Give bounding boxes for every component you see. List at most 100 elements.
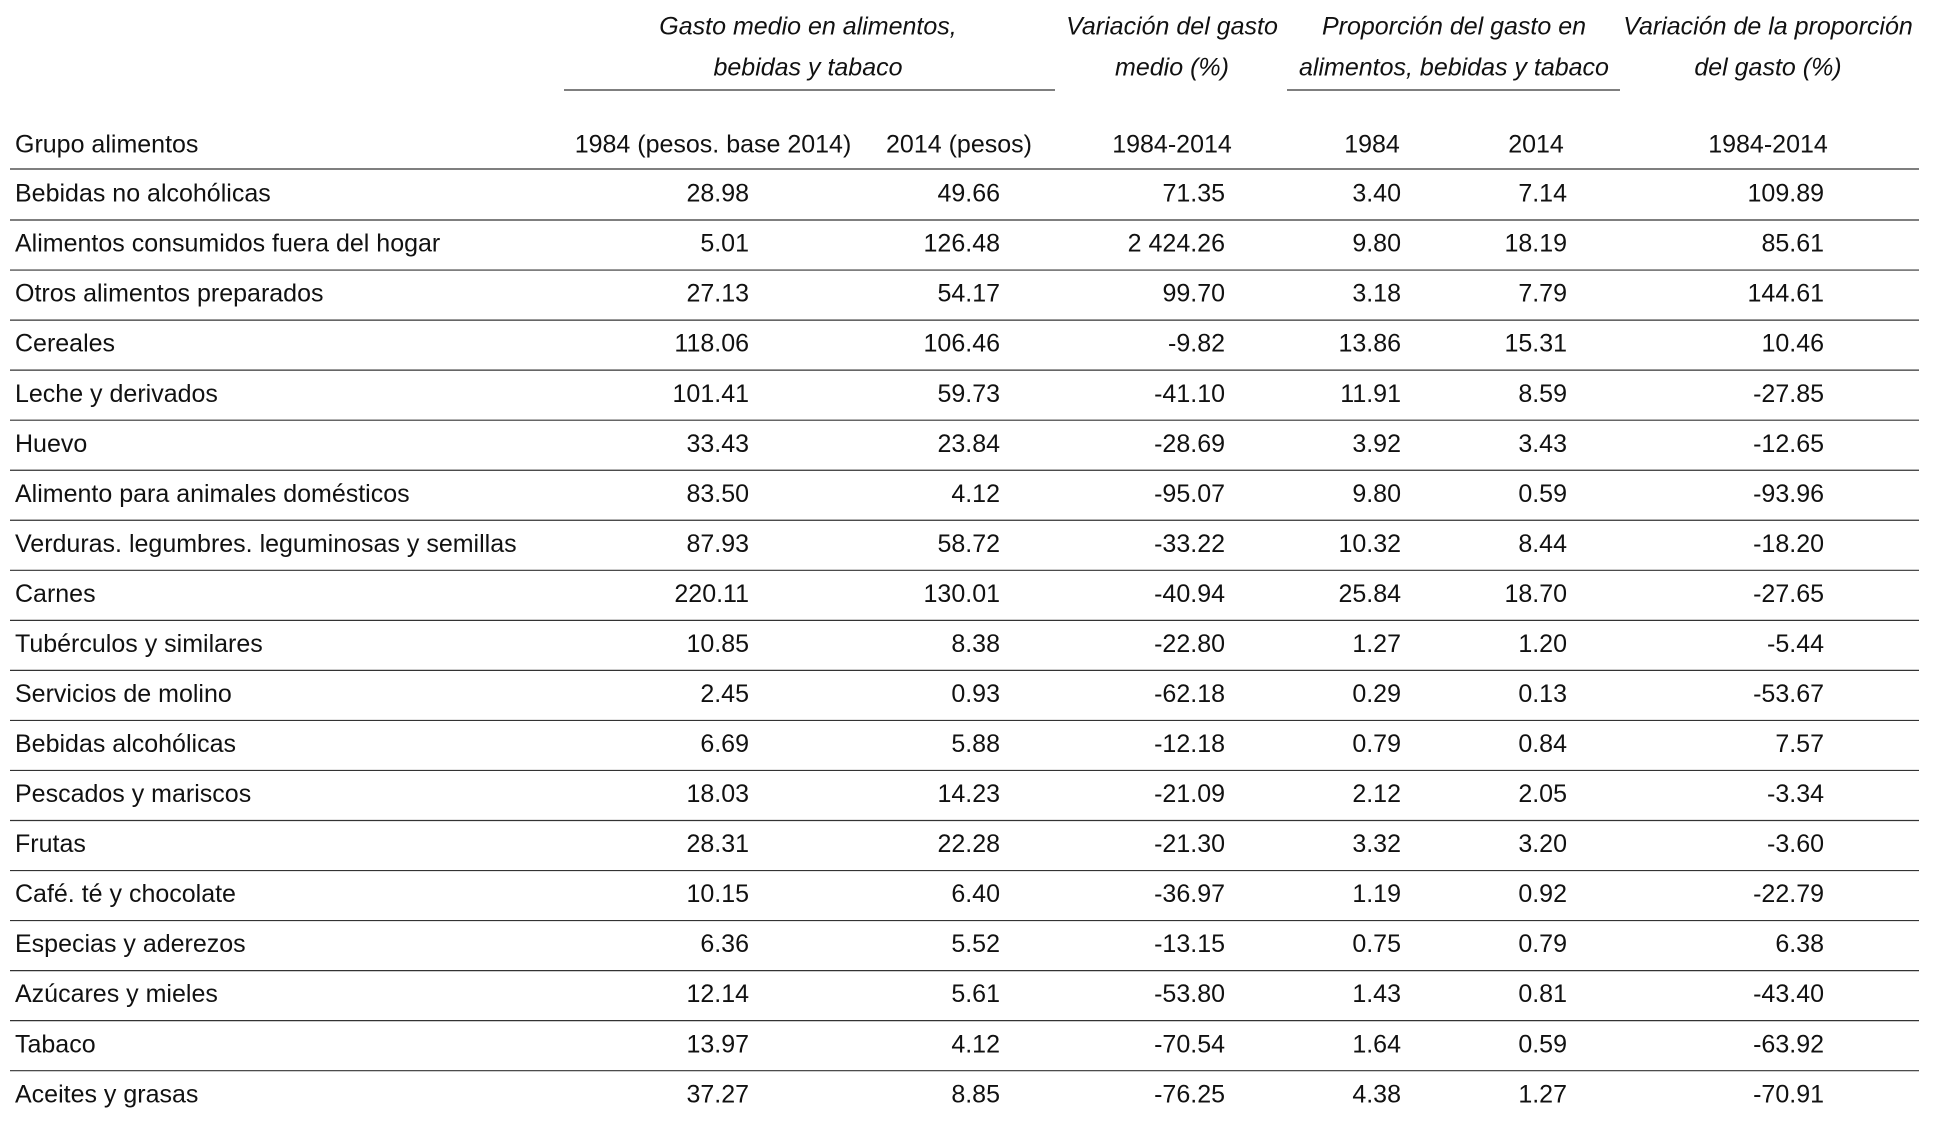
cell: 33.43 [686,430,749,458]
cell: 5.61 [951,980,1000,1008]
row-label: Aceites y grasas [15,1080,198,1108]
cell: 49.66 [937,180,1000,208]
cell: 71.35 [1162,180,1225,208]
cell: -33.22 [1154,530,1225,558]
cell: 23.84 [937,430,1000,458]
cell: -3.60 [1767,830,1824,858]
cell: -63.92 [1753,1030,1824,1058]
group-header: medio (%) [1115,54,1229,82]
group-header: Gasto medio en alimentos, [659,13,956,41]
cell: 2.45 [700,680,749,708]
cell: -12.18 [1154,730,1225,758]
cell: -95.07 [1154,480,1225,508]
cell: 130.01 [924,580,1000,608]
row-label: Bebidas no alcohólicas [15,180,271,208]
cell: 8.44 [1518,530,1567,558]
cell: 1.43 [1352,980,1401,1008]
cell: 126.48 [924,230,1000,258]
cell: 8.38 [951,630,1000,658]
cell: 144.61 [1748,280,1824,308]
row-label: Alimento para animales domésticos [15,480,410,508]
cell: 5.01 [700,230,749,258]
cell: 6.69 [700,730,749,758]
cell: 9.80 [1352,480,1401,508]
cell: 5.88 [951,730,1000,758]
row-label: Alimentos consumidos fuera del hogar [15,230,440,258]
cell: 18.03 [686,780,749,808]
column-header: 2014 [1508,131,1564,159]
cell: -18.20 [1753,530,1824,558]
cell: -9.82 [1168,330,1225,358]
cell: 1.64 [1352,1030,1401,1058]
cell: 0.59 [1518,480,1567,508]
row-label: Azúcares y mieles [15,980,218,1008]
cell: -12.65 [1753,430,1824,458]
cell: 6.40 [951,880,1000,908]
cell: 12.14 [686,980,749,1008]
row-label: Otros alimentos preparados [15,280,323,308]
cell: 1.27 [1352,630,1401,658]
cell: 28.31 [686,830,749,858]
cell: 15.31 [1504,330,1567,358]
row-label: Tubérculos y similares [15,630,263,658]
row-label: Carnes [15,580,96,608]
row-label: Bebidas alcohólicas [15,730,236,758]
cell: 0.59 [1518,1030,1567,1058]
cell: 0.93 [951,680,1000,708]
cell: -70.91 [1753,1080,1824,1108]
group-header: del gasto (%) [1694,54,1841,82]
cell: 4.38 [1352,1080,1401,1108]
cell: 18.19 [1504,230,1567,258]
cell: 58.72 [937,530,1000,558]
cell: 0.81 [1518,980,1567,1008]
cell: 1.20 [1518,630,1567,658]
column-header: 2014 (pesos) [886,131,1032,159]
cell: 4.12 [951,480,1000,508]
cell: -53.80 [1154,980,1225,1008]
column-header: Grupo alimentos [15,131,198,159]
cell: 1.27 [1518,1080,1567,1108]
cell: 14.23 [937,780,1000,808]
cell: 3.18 [1352,280,1401,308]
cell: 5.52 [951,930,1000,958]
cell: 3.40 [1352,180,1401,208]
group-header: Variación del gasto [1066,13,1278,41]
cell: 99.70 [1162,280,1225,308]
cell: -76.25 [1154,1080,1225,1108]
group-header: Variación de la proporción [1623,13,1913,41]
cell: 10.46 [1761,330,1824,358]
group-header: bebidas y tabaco [713,54,902,82]
cell: 27.13 [686,280,749,308]
column-header: 1984-2014 [1112,131,1232,159]
cell: -5.44 [1767,630,1824,658]
row-label: Pescados y mariscos [15,780,251,808]
row-label: Huevo [15,430,87,458]
cell: 54.17 [937,280,1000,308]
cell: -22.79 [1753,880,1824,908]
cell: 220.11 [674,580,749,608]
cell: 6.38 [1775,930,1824,958]
cell: 2.05 [1518,780,1567,808]
cell: -22.80 [1154,630,1225,658]
cell: 106.46 [924,330,1000,358]
cell: 28.98 [686,180,749,208]
row-label: Servicios de molino [15,680,232,708]
cell: 109.89 [1748,180,1824,208]
cell: -53.67 [1753,680,1824,708]
cell: 13.86 [1338,330,1401,358]
cell: -93.96 [1753,480,1824,508]
cell: 7.79 [1518,280,1567,308]
cell: 6.36 [700,930,749,958]
cell: 25.84 [1338,580,1401,608]
cell: 0.13 [1518,680,1567,708]
row-label: Cereales [15,330,115,358]
group-header: Proporción del gasto en [1322,13,1586,41]
cell: 0.84 [1518,730,1567,758]
cell: 13.97 [686,1030,749,1058]
row-label: Leche y derivados [15,380,218,408]
cell: -3.34 [1767,780,1824,808]
cell: 85.61 [1761,230,1824,258]
cell: 0.29 [1352,680,1401,708]
cell: 10.32 [1338,530,1401,558]
